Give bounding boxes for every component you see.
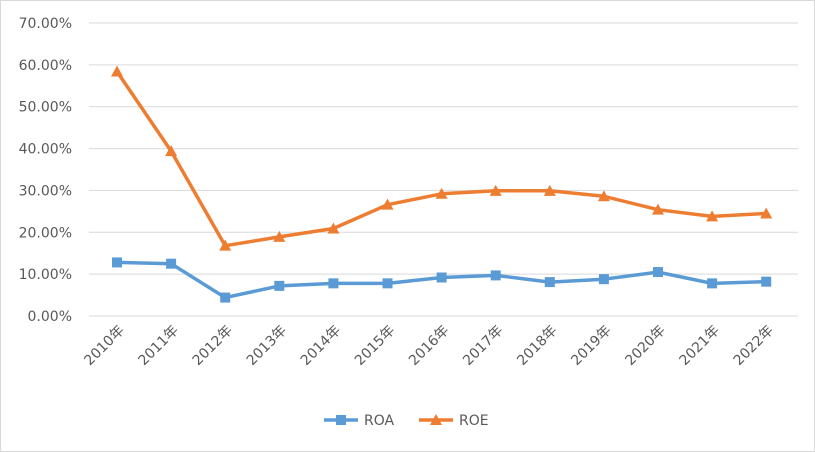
roe-data-point: [760, 207, 773, 219]
legend-swatch-marker: [430, 414, 442, 425]
roa-data-point: [544, 277, 555, 288]
y-tick-label: 20.00%: [19, 225, 72, 241]
y-tick-label: 40.00%: [19, 142, 72, 158]
roa-data-point: [328, 278, 339, 289]
roa-data-point: [220, 292, 231, 303]
legend-swatch-marker: [336, 415, 346, 425]
x-tick-label: 2017年: [460, 323, 506, 369]
roe-data-point: [327, 222, 340, 234]
y-tick-label: 30.00%: [19, 183, 72, 199]
roe-data-point: [489, 184, 502, 196]
roa-data-point: [382, 278, 393, 289]
x-tick-label: 2016年: [406, 323, 452, 369]
series-markers: [111, 65, 773, 303]
x-tick-label: 2022年: [731, 323, 777, 369]
roe-data-point: [597, 190, 610, 202]
y-tick-label: 10.00%: [19, 267, 72, 283]
roe-data-point: [165, 145, 178, 157]
legend-label: ROA: [364, 413, 395, 429]
x-tick-label: 2013年: [244, 323, 290, 369]
x-tick-label: 2011年: [136, 323, 182, 369]
roe-data-point: [273, 230, 286, 242]
x-tick-label: 2021年: [677, 323, 723, 369]
x-axis-labels: 2010年 2011年 2012年 2013年 2014年 2015年 2016年 2017年…: [81, 323, 777, 369]
roa-data-point: [707, 278, 718, 289]
roa-data-point: [490, 270, 501, 281]
roa-data-point: [166, 258, 177, 269]
roe-data-point: [219, 239, 232, 251]
legend: ROA ROE: [324, 413, 489, 429]
legend-item-roe: ROE: [419, 413, 489, 429]
y-tick-label: 0.00%: [28, 309, 72, 325]
roe-data-point: [381, 198, 394, 210]
x-tick-label: 2015年: [352, 323, 398, 369]
roa-data-point: [274, 280, 285, 291]
roa-data-point: [598, 274, 609, 285]
roa-data-point: [112, 257, 122, 268]
roe-data-point: [435, 187, 448, 199]
y-tick-label: 70.00%: [19, 16, 72, 32]
x-tick-label: 2010年: [81, 323, 127, 369]
roa-data-point: [761, 276, 772, 287]
legend-label: ROE: [459, 413, 489, 429]
x-tick-label: 2014年: [298, 323, 344, 369]
roe-data-point: [543, 184, 556, 196]
y-tick-label: 60.00%: [19, 58, 72, 74]
roe-series-line: [115, 69, 768, 248]
roe-data-point: [652, 203, 664, 215]
legend-item-roa: ROA: [324, 413, 395, 429]
roa-data-point: [436, 272, 447, 283]
x-tick-label: 2018年: [514, 323, 560, 369]
roe-data-point: [706, 210, 719, 222]
roe-data-point: [111, 65, 123, 77]
roa-data-point: [653, 267, 663, 278]
y-tick-label: 50.00%: [19, 100, 72, 116]
series-lines: [115, 69, 768, 300]
gridlines: [89, 22, 798, 275]
y-axis-labels: 0.00% 10.00% 20.00% 30.00% 40.00% 50.00% 60.00…: [19, 16, 72, 325]
x-tick-label: 2019年: [568, 323, 614, 369]
x-tick-label: 2012年: [190, 323, 236, 369]
x-tick-label: 2020年: [622, 323, 668, 369]
